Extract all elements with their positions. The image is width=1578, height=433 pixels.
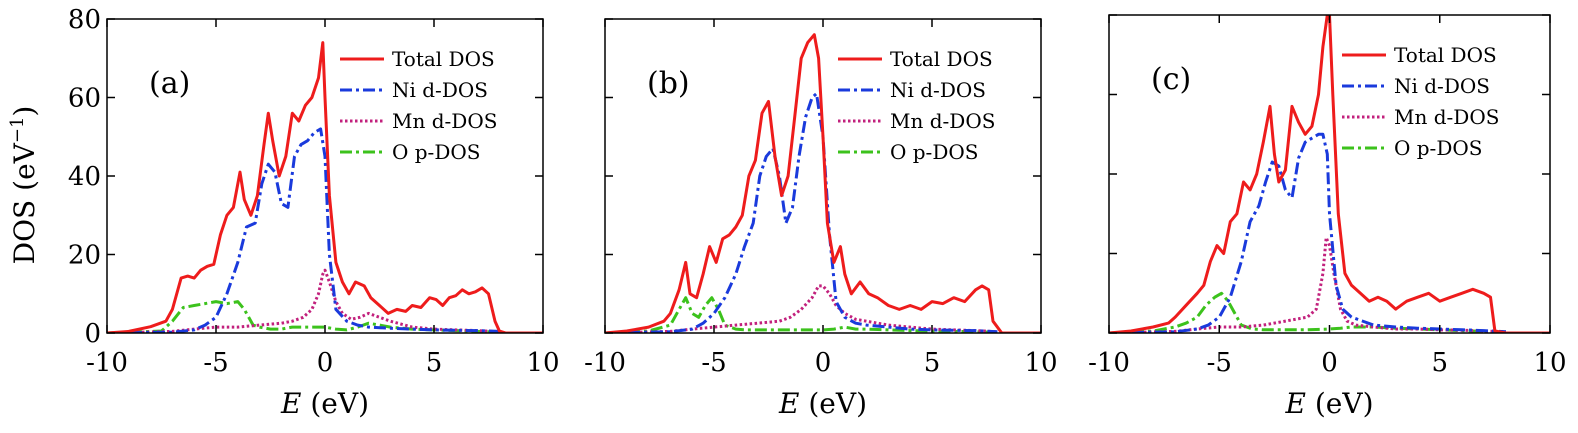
panel-label: (c): [1151, 62, 1191, 97]
y-tick-label: 40: [68, 162, 101, 192]
y-axis-title-sup: −1: [7, 117, 28, 144]
x-tick-label: 0: [815, 348, 832, 378]
y-axis-title-text: DOS (eV−1): [7, 106, 41, 265]
legend: Total DOS Ni d-DOS Mn d-DOS O p-DOS: [1342, 43, 1499, 160]
series-group: [107, 41, 543, 333]
legend-entry: Total DOS: [392, 47, 495, 71]
x-axis-title: E (eV): [1285, 387, 1374, 420]
series-line-total-dos: [605, 33, 1041, 333]
x-axis-title: E (eV): [280, 387, 369, 420]
series-line-mn-d-dos: [605, 284, 998, 333]
legend: Total DOS Ni d-DOS Mn d-DOS O p-DOS: [838, 47, 995, 164]
y-tick-label: 80: [68, 5, 101, 35]
legend-entry: Ni d-DOS: [392, 78, 488, 102]
panels: -10 -5 0 5 10 0 20 40 60 80 E (eV) (a) Total DOS Ni d…: [68, 5, 1567, 420]
series-line-ni-d-dos: [1109, 132, 1506, 333]
series-line-total-dos: [107, 41, 543, 333]
legend-entry: Ni d-DOS: [890, 78, 986, 102]
y-tick-label: 0: [84, 319, 101, 349]
series-group: [605, 33, 1041, 333]
y-axis-title: DOS (eV−1): [7, 106, 41, 265]
legend-entry: Mn d-DOS: [890, 109, 995, 133]
x-tick-label: -10: [584, 348, 626, 378]
x-tick-label: 0: [317, 348, 334, 378]
x-tick-label: -5: [701, 348, 726, 378]
panel-label: (a): [149, 66, 190, 101]
legend-entry: Mn d-DOS: [1394, 105, 1499, 129]
x-tick-label: 5: [1431, 348, 1448, 378]
x-axis-title-var: E: [778, 387, 799, 420]
x-tick-label: -10: [86, 348, 128, 378]
x-tick-label: -5: [203, 348, 228, 378]
legend-entry: Ni d-DOS: [1394, 74, 1490, 98]
panel-b: -10 -5 0 5 10 E (eV) (b) Total DOS Ni d-DOS Mn d-…: [584, 18, 1058, 420]
x-axis-title-unit: (eV): [1306, 387, 1374, 420]
series-line-ni-d-dos: [605, 92, 998, 333]
y-axis-title-main: DOS (eV: [8, 142, 41, 264]
panel-a: -10 -5 0 5 10 0 20 40 60 80 E (eV) (a) Total DOS Ni d…: [68, 5, 560, 420]
legend-entry: O p-DOS: [890, 140, 978, 164]
x-axis-title-unit: (eV): [799, 387, 867, 420]
legend-entry: Mn d-DOS: [392, 109, 497, 133]
legend: Total DOS Ni d-DOS Mn d-DOS O p-DOS: [340, 47, 497, 164]
x-axis-title-unit: (eV): [301, 387, 369, 420]
legend-entry: Total DOS: [1394, 43, 1497, 67]
series-line-o-p-dos: [605, 296, 998, 333]
x-tick-label: 5: [426, 348, 443, 378]
x-axis-title-var: E: [1285, 387, 1306, 420]
series-line-mn-d-dos: [107, 268, 500, 333]
series-line-mn-d-dos: [1109, 236, 1506, 333]
y-tick-label: 60: [68, 84, 101, 114]
y-axis-title-end: ): [8, 106, 41, 117]
x-tick-label: 10: [1024, 348, 1057, 378]
legend-entry: O p-DOS: [392, 140, 480, 164]
series-line-ni-d-dos: [107, 127, 500, 333]
x-tick-label: 10: [1533, 348, 1566, 378]
x-tick-label: -5: [1207, 348, 1232, 378]
x-tick-label: 0: [1321, 348, 1338, 378]
x-tick-label: 10: [526, 348, 559, 378]
series-line-total-dos: [1109, 15, 1550, 333]
x-tick-label: 5: [924, 348, 941, 378]
x-axis-title-var: E: [280, 387, 301, 420]
legend-entry: O p-DOS: [1394, 136, 1482, 160]
series-group: [1109, 15, 1550, 333]
panel-label: (b): [647, 66, 690, 101]
x-axis-title: E (eV): [778, 387, 867, 420]
panel-c: -10 -5 0 5 10 E (eV) (c) Total DOS Ni d-DOS Mn d-…: [1088, 14, 1567, 420]
y-tick-label: 20: [68, 241, 101, 271]
legend-entry: Total DOS: [890, 47, 993, 71]
x-tick-label: -10: [1088, 348, 1130, 378]
